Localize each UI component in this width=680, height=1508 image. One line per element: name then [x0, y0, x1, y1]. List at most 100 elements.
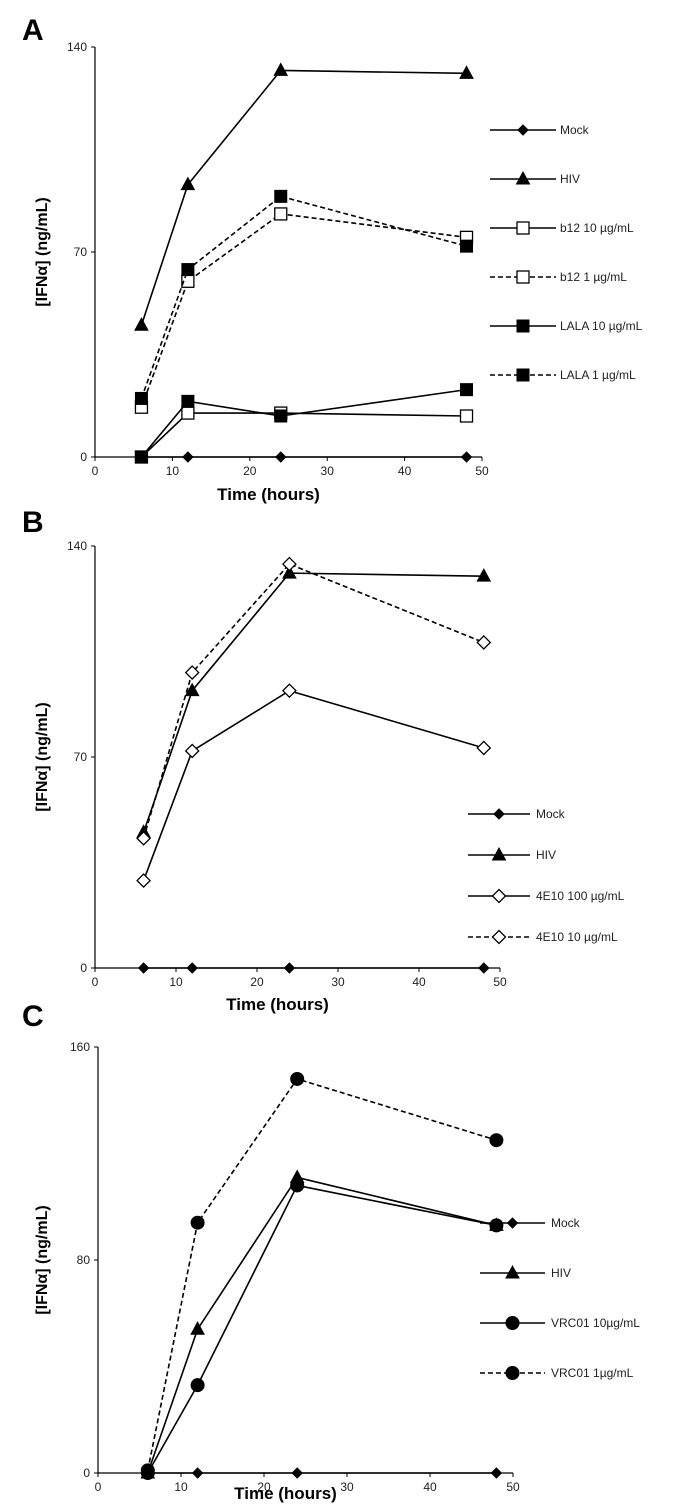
data-point	[136, 830, 152, 846]
data-point	[180, 176, 196, 191]
data-point	[134, 391, 148, 405]
x-tick-label: 30	[321, 464, 335, 478]
data-point	[137, 962, 150, 974]
data-point	[490, 1467, 503, 1479]
series-line	[140, 412, 467, 458]
legend-item: 4E10 100 µg/mL	[468, 888, 625, 904]
legend-label: 4E10 100 µg/mL	[536, 889, 625, 903]
legend-marker	[516, 270, 530, 284]
data-point	[489, 1133, 504, 1148]
x-tick-label: 20	[250, 975, 264, 989]
data-point	[186, 962, 198, 974]
series-line	[147, 1184, 497, 1474]
legend-item: Mock	[490, 123, 590, 137]
data-point	[489, 1218, 504, 1233]
data-point	[460, 451, 473, 463]
data-point	[181, 394, 195, 408]
x-tick-label: 50	[475, 464, 489, 478]
series-line	[140, 213, 467, 408]
data-point	[190, 1215, 205, 1230]
data-point	[290, 1178, 305, 1193]
data-point	[459, 409, 474, 423]
x-tick-label: 0	[92, 975, 99, 989]
panel-a: A 0 10 20 30 40 50 0 70 140 Time (hours) [IFNα] (ng…	[22, 14, 643, 504]
series-hiv	[134, 62, 474, 331]
data-point	[274, 189, 288, 203]
legend-marker	[506, 1217, 519, 1229]
data-point	[281, 683, 297, 699]
legend-label: HIV	[560, 172, 580, 186]
data-point	[282, 565, 297, 579]
x-tick-label: 40	[398, 464, 412, 478]
data-point	[478, 962, 490, 974]
legend-label: b12 1 µg/mL	[560, 270, 627, 284]
data-point	[476, 740, 492, 756]
x-tick-label: 50	[506, 1480, 520, 1494]
legend-item: HIV	[490, 170, 580, 186]
series-line	[140, 195, 467, 399]
legend-item: VRC01 10µg/mL	[480, 1316, 640, 1330]
legend-marker	[491, 929, 507, 945]
y-tick-label: 160	[70, 1040, 90, 1054]
series-line	[140, 69, 467, 326]
series-mock	[135, 451, 473, 463]
legend-item: HIV	[468, 846, 556, 862]
legend-label: LALA 10 µg/mL	[560, 319, 643, 333]
series-line	[140, 388, 467, 458]
y-axis-label: [IFNα] (ng/mL)	[34, 702, 51, 811]
series-mock	[137, 962, 490, 974]
legend-item: 4E10 10 µg/mL	[468, 929, 618, 945]
series-line	[147, 1078, 497, 1471]
x-tick-label: 30	[331, 975, 345, 989]
data-point	[190, 1378, 205, 1393]
x-tick-label: 10	[169, 975, 183, 989]
x-tick-label: 10	[166, 464, 180, 478]
data-point	[190, 1321, 205, 1335]
series-4e10-100-g-ml	[136, 683, 492, 889]
legend-label: HIV	[536, 848, 556, 862]
data-point	[460, 383, 474, 397]
legend-marker	[491, 888, 507, 904]
legend-item: LALA 10 µg/mL	[490, 319, 643, 333]
series-line	[142, 563, 485, 839]
legend-marker	[516, 368, 530, 382]
series-vrc01-1-g-ml	[140, 1071, 504, 1478]
x-axis-label: Time (hours)	[234, 1484, 337, 1503]
data-point	[136, 873, 152, 889]
y-axis-label: [IFNα] (ng/mL)	[34, 1205, 51, 1314]
legend-marker	[493, 808, 505, 820]
data-point	[134, 450, 148, 464]
legend-marker	[505, 1316, 520, 1330]
x-tick-label: 20	[243, 464, 257, 478]
legend-marker	[491, 846, 507, 861]
data-point	[181, 406, 195, 420]
legend-label: HIV	[551, 1266, 571, 1280]
data-point	[476, 635, 492, 650]
y-axis-label: [IFNα] (ng/mL)	[34, 197, 51, 306]
legend-label: Mock	[536, 807, 566, 821]
data-point	[283, 962, 296, 974]
x-tick-label: 50	[493, 975, 507, 989]
x-axis-label: Time (hours)	[226, 995, 329, 1014]
data-point	[275, 451, 287, 463]
x-axis-label: Time (hours)	[217, 485, 320, 504]
data-point	[191, 1467, 204, 1479]
x-tick-label: 20	[257, 1480, 271, 1494]
series-lala-1-g-ml	[134, 189, 474, 405]
panel-letter: C	[22, 1000, 44, 1033]
legend-item: HIV	[480, 1264, 571, 1280]
y-tick-label: 80	[77, 1253, 91, 1267]
legend-marker	[517, 124, 529, 136]
data-point	[460, 239, 474, 253]
data-point	[274, 207, 288, 221]
x-tick-label: 10	[174, 1480, 188, 1494]
y-tick-label: 0	[80, 450, 87, 464]
data-point	[184, 743, 200, 759]
data-point	[459, 65, 474, 79]
legend-label: LALA 1 µg/mL	[560, 368, 636, 382]
y-tick-label: 140	[67, 539, 87, 553]
legend-label: Mock	[560, 123, 590, 137]
y-tick-label: 0	[83, 1466, 90, 1480]
data-point	[476, 568, 492, 582]
